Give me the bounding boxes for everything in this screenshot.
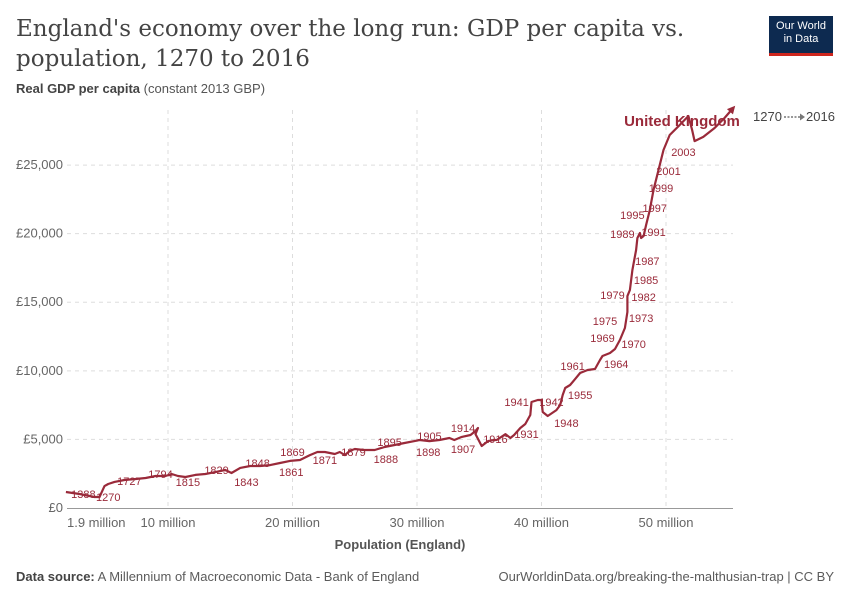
year-label: 1948 [554, 418, 578, 430]
year-label: 1916 [483, 434, 507, 446]
year-label: 1914 [451, 423, 475, 435]
data-source-label: Data source: [16, 569, 95, 584]
x-tick-label: 30 million [390, 515, 445, 530]
year-label: 1941 [504, 397, 528, 409]
year-label: 1991 [641, 227, 665, 239]
y-tick-label: £25,000 [16, 157, 63, 172]
year-label: 1907 [451, 444, 475, 456]
year-label: 1955 [568, 390, 592, 402]
year-label: 1829 [204, 465, 228, 477]
timeline-legend-start: 1270 [753, 109, 782, 124]
year-label: 1969 [590, 333, 614, 345]
year-label: 1794 [148, 469, 172, 481]
y-tick-label: £15,000 [16, 294, 63, 309]
year-label: 1388 [71, 489, 95, 501]
year-label: 1898 [416, 447, 440, 459]
year-label: 1931 [514, 429, 538, 441]
year-label: 2003 [671, 147, 695, 159]
year-label: 1999 [649, 183, 673, 195]
y-tick-label: £0 [49, 500, 63, 515]
year-label: 1973 [629, 313, 653, 325]
year-label: 1843 [234, 477, 258, 489]
timeline-arrow-icon [784, 113, 805, 121]
year-label: 1895 [377, 437, 401, 449]
year-label: 1975 [593, 316, 617, 328]
x-tick-label: 1.9 million [67, 515, 126, 530]
year-label: 1879 [341, 447, 365, 459]
year-label: 1985 [634, 275, 658, 287]
x-tick-label: 50 million [639, 515, 694, 530]
series-line-united-kingdom[interactable] [65, 107, 735, 499]
year-label: 1861 [279, 467, 303, 479]
year-label: 1982 [631, 292, 655, 304]
logo-line-1: Our World [776, 20, 826, 32]
logo-line-2: in Data [783, 33, 819, 45]
year-label: 1961 [560, 361, 584, 373]
y-tick-label: £10,000 [16, 363, 63, 378]
y-tick-label: £20,000 [16, 226, 63, 241]
year-label: 1869 [280, 447, 304, 459]
data-source-text: A Millennium of Macroeconomic Data - Ban… [94, 569, 420, 584]
year-label: 1987 [635, 256, 659, 268]
y-axis-title: Real GDP per capita (constant 2013 GBP) [16, 81, 265, 96]
chart-title: England's economy over the long run: GDP… [16, 16, 685, 72]
year-label: 1905 [417, 431, 441, 443]
year-label: 1979 [600, 290, 624, 302]
year-label: 1964 [604, 359, 628, 371]
year-label: 1942 [539, 397, 563, 409]
year-label: 1270 [96, 492, 120, 504]
x-axis-title: Population (England) [335, 537, 466, 552]
data-source: Data source: A Millennium of Macroeconom… [16, 569, 419, 584]
series-arrow-head [726, 105, 736, 115]
timeline-legend-end: 2016 [806, 109, 835, 124]
year-label: 1970 [621, 339, 645, 351]
year-label: 1848 [245, 458, 269, 470]
y-axis-title-unit: (constant 2013 GBP) [140, 81, 266, 96]
year-label: 1815 [176, 477, 200, 489]
series-label-united-kingdom[interactable]: United Kingdom [624, 113, 740, 130]
year-label: 2001 [656, 166, 680, 178]
y-axis-title-bold: Real GDP per capita [16, 81, 141, 96]
year-label: 1995 [620, 210, 644, 222]
source-link[interactable]: OurWorldinData.org/breaking-the-malthusi… [498, 569, 835, 584]
year-label: 1727 [117, 476, 141, 488]
y-tick-label: £5,000 [23, 431, 63, 446]
year-label: 1871 [313, 455, 337, 467]
x-tick-label: 20 million [265, 515, 320, 530]
year-label: 1997 [643, 203, 667, 215]
x-tick-label: 10 million [141, 515, 196, 530]
year-label: 1989 [610, 229, 634, 241]
year-label: 1888 [374, 454, 398, 466]
owid-logo[interactable]: Our World in Data [769, 16, 833, 56]
x-tick-label: 40 million [514, 515, 569, 530]
